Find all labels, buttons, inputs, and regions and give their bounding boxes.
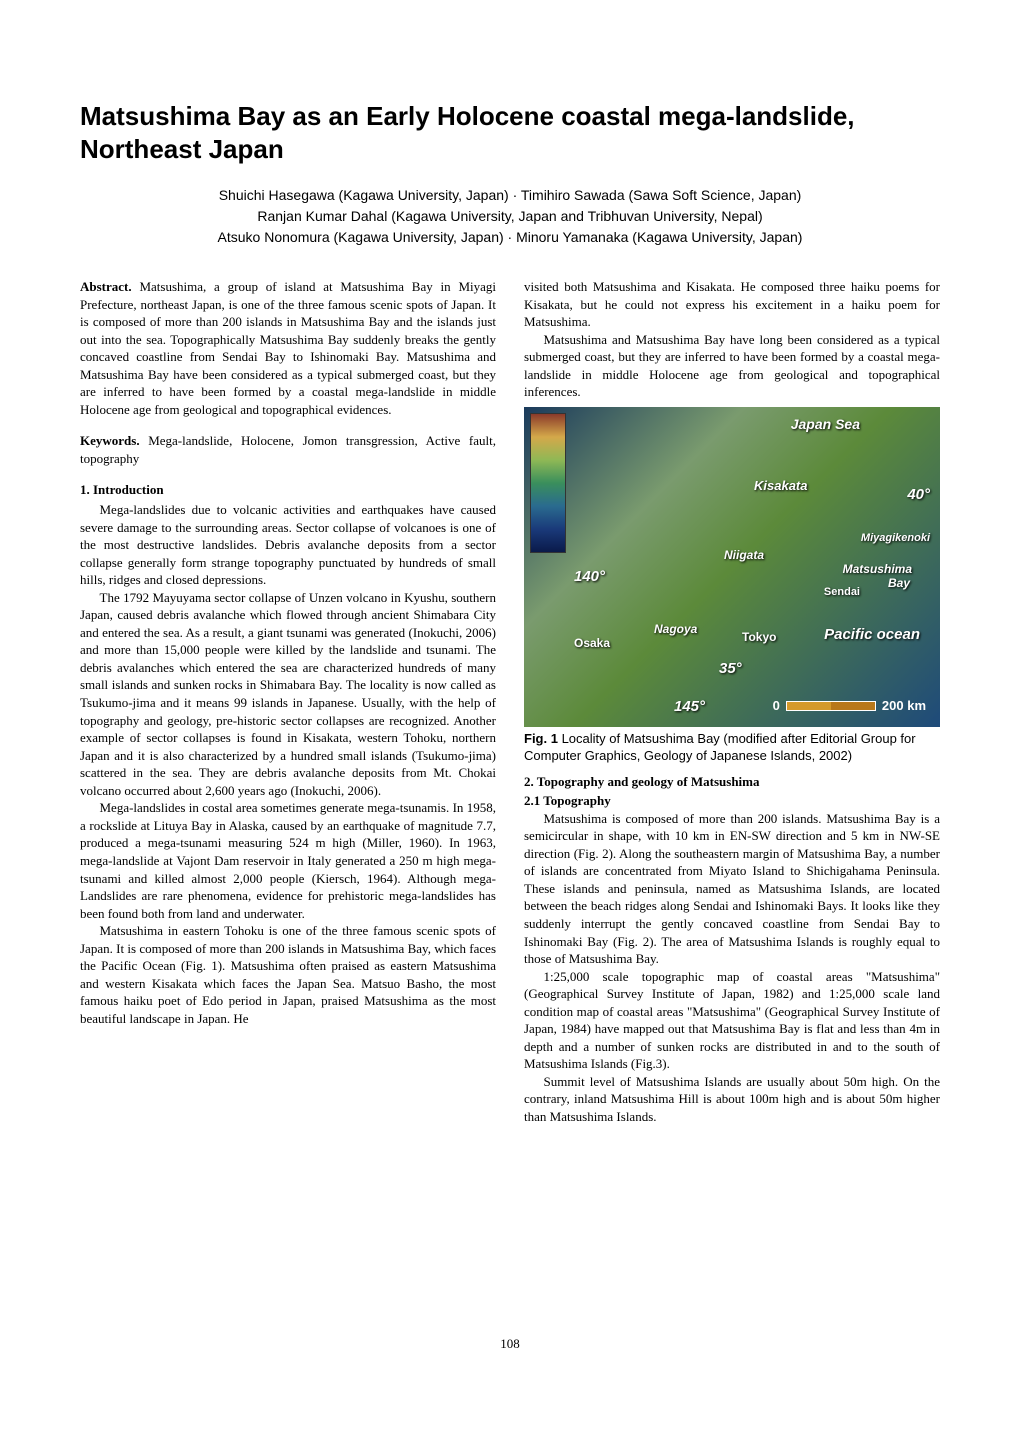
section-1-heading: 1. Introduction (80, 481, 496, 499)
authors-block: Shuichi Hasegawa (Kagawa University, Jap… (80, 185, 940, 248)
map-label-japan-sea: Japan Sea (791, 415, 860, 434)
map-label-pacific: Pacific ocean (824, 625, 920, 645)
map-label-miyagikenoki: Miyagikenoki (861, 531, 930, 546)
map-coord-140e-left: 140° (574, 567, 605, 587)
figure-1: Japan Sea Kisakata 40° Niigata Miyagiken… (524, 407, 940, 765)
section-1-para-3: Mega-landslides in costal area sometimes… (80, 799, 496, 922)
paper-title: Matsushima Bay as an Early Holocene coas… (80, 100, 940, 165)
figure-1-caption-label: Fig. 1 (524, 731, 558, 746)
map-label-bay: Bay (888, 575, 910, 591)
authors-line-3: Atsuko Nonomura (Kagawa University, Japa… (80, 227, 940, 248)
map-label-kisakata: Kisakata (754, 477, 807, 495)
figure-1-elevation-legend (530, 413, 566, 553)
map-label-niigata: Niigata (724, 547, 764, 563)
section-1-para-1: Mega-landslides due to volcanic activiti… (80, 501, 496, 589)
left-column: Abstract. Matsushima, a group of island … (80, 278, 496, 1126)
scalebar-zero: 0 (773, 697, 780, 715)
map-label-sendai: Sendai (824, 585, 860, 600)
authors-line-2: Ranjan Kumar Dahal (Kagawa University, J… (80, 206, 940, 227)
keywords-text: Mega-landslide, Holocene, Jomon transgre… (80, 433, 496, 466)
figure-1-caption-text: Locality of Matsushima Bay (modified aft… (524, 731, 916, 763)
scalebar-box (786, 701, 876, 711)
map-label-tokyo: Tokyo (742, 629, 776, 645)
section-2-heading: 2. Topography and geology of Matsushima (524, 773, 940, 791)
section-1-para-4: Matsushima in eastern Tohoku is one of t… (80, 922, 496, 1027)
authors-line-1: Shuichi Hasegawa (Kagawa University, Jap… (80, 185, 940, 206)
section-2-para-3: Summit level of Matsushima Islands are u… (524, 1073, 940, 1126)
section-2-para-2: 1:25,000 scale topographic map of coasta… (524, 968, 940, 1073)
page: Matsushima Bay as an Early Holocene coas… (80, 100, 940, 1383)
abstract: Abstract. Matsushima, a group of island … (80, 278, 496, 418)
right-column: visited both Matsushima and Kisakata. He… (524, 278, 940, 1126)
map-scalebar: 0 200 km (773, 697, 926, 715)
map-coord-145e: 145° (674, 697, 705, 717)
section-2-1-heading: 2.1 Topography (524, 792, 940, 810)
map-label-nagoya: Nagoya (654, 621, 697, 637)
map-coord-40n-right: 40° (907, 485, 930, 505)
col2-para-2: Matsushima and Matsushima Bay have long … (524, 331, 940, 401)
section-2-para-1: Matsushima is composed of more than 200 … (524, 810, 940, 968)
keywords: Keywords. Mega-landslide, Holocene, Jomo… (80, 432, 496, 467)
scalebar-distance: 200 km (882, 697, 926, 715)
two-column-layout: Abstract. Matsushima, a group of island … (80, 278, 940, 1126)
keywords-label: Keywords. (80, 433, 140, 448)
col2-para-1: visited both Matsushima and Kisakata. He… (524, 278, 940, 331)
figure-1-caption: Fig. 1 Locality of Matsushima Bay (modif… (524, 731, 940, 765)
map-coord-35n: 35° (719, 659, 742, 679)
section-1-para-2: The 1792 Mayuyama sector collapse of Unz… (80, 589, 496, 800)
map-label-osaka: Osaka (574, 635, 610, 651)
abstract-text: Matsushima, a group of island at Matsush… (80, 279, 496, 417)
figure-1-image: Japan Sea Kisakata 40° Niigata Miyagiken… (524, 407, 940, 727)
abstract-label: Abstract. (80, 279, 132, 294)
page-number: 108 (80, 1335, 940, 1353)
